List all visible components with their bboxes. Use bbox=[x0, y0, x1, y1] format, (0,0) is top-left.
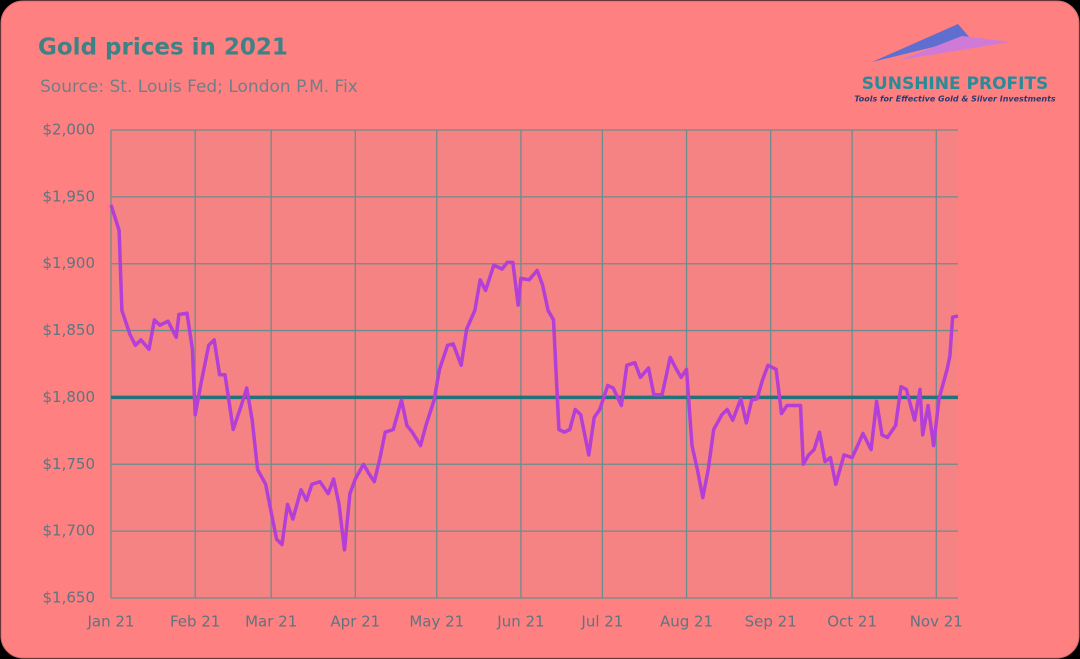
logo-ray bbox=[872, 24, 970, 62]
y-tick-label: $1,700 bbox=[43, 522, 96, 540]
price-line bbox=[109, 204, 959, 552]
y-tick-label: $1,900 bbox=[43, 254, 96, 272]
x-tick-label: Feb 21 bbox=[170, 613, 220, 631]
chart-title: Gold prices in 2021 bbox=[38, 35, 288, 61]
y-tick-label: $1,850 bbox=[43, 321, 96, 339]
x-tick-label: Oct 21 bbox=[827, 613, 877, 631]
x-tick-label: Nov 21 bbox=[910, 613, 963, 631]
y-tick-label: $1,950 bbox=[43, 187, 96, 205]
x-tick-label: May 21 bbox=[409, 613, 464, 631]
plot-area bbox=[111, 130, 958, 598]
y-tick-label: $1,650 bbox=[43, 589, 96, 607]
logo: SUNSHINE PROFITS Tools for Effective Gol… bbox=[854, 24, 1056, 104]
x-tick-label: Jul 21 bbox=[580, 613, 623, 631]
chart-subtitle: Source: St. Louis Fed; London P.M. Fix bbox=[40, 77, 358, 97]
logo-tagline: Tools for Effective Gold & Silver Invest… bbox=[854, 95, 1056, 104]
x-tick-label: Apr 21 bbox=[330, 613, 380, 631]
logo-name: SUNSHINE PROFITS bbox=[862, 74, 1049, 94]
y-tick-label: $2,000 bbox=[43, 121, 96, 139]
x-tick-label: Jan 21 bbox=[87, 613, 135, 631]
x-tick-label: Aug 21 bbox=[660, 613, 713, 631]
x-tick-label: Jun 21 bbox=[496, 613, 544, 631]
y-tick-label: $1,800 bbox=[43, 388, 96, 406]
logo-ray bbox=[900, 36, 1010, 60]
y-tick-label: $1,750 bbox=[43, 455, 96, 473]
x-tick-label: Mar 21 bbox=[245, 613, 297, 631]
x-tick-label: Sep 21 bbox=[745, 613, 797, 631]
